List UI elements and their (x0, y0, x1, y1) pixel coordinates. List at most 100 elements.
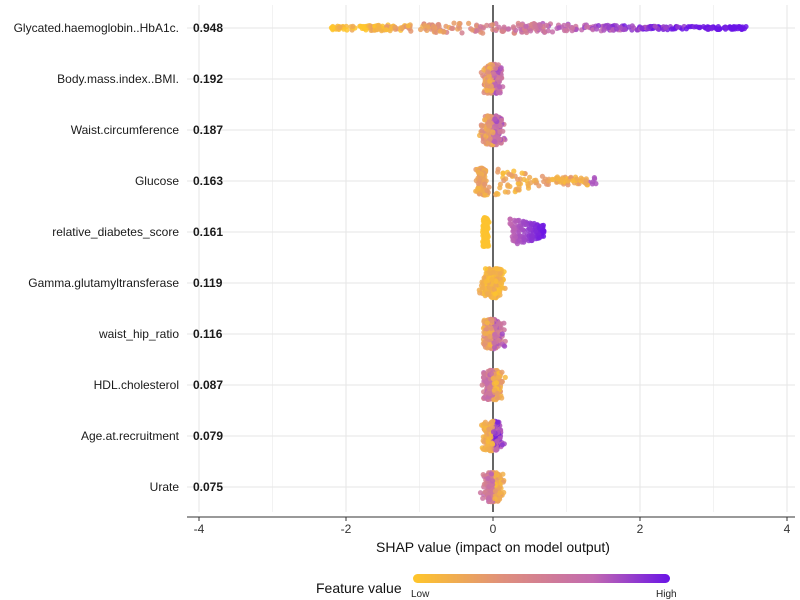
x-tick-label: 4 (784, 522, 791, 536)
shap-point (697, 24, 703, 30)
shap-point (539, 173, 546, 179)
shap-point (495, 419, 501, 425)
legend-gradient-bar (413, 574, 670, 583)
shap-point (516, 184, 522, 190)
feature-importance-label: 0.075 (193, 480, 223, 494)
shap-point (499, 442, 505, 448)
x-axis: -4 -2 0 2 4 (187, 516, 795, 536)
shap-point (491, 340, 497, 346)
feature-name-label: Waist.circumference (71, 123, 180, 137)
shap-point (527, 226, 533, 232)
shap-point (493, 65, 499, 71)
shap-point (485, 446, 491, 452)
feature-importance-label: 0.187 (193, 123, 223, 137)
legend-low-label: Low (411, 589, 430, 600)
shap-point (437, 28, 443, 34)
shap-point (481, 67, 487, 73)
shap-point (392, 24, 398, 30)
shap-point (482, 192, 488, 198)
feature-name-label: relative_diabetes_score (52, 225, 179, 239)
shap-point (497, 185, 503, 191)
shap-point (498, 65, 504, 71)
x-tick-label: -2 (341, 522, 352, 536)
shap-point (494, 190, 500, 196)
shap-point (487, 391, 493, 397)
shap-point (490, 375, 496, 381)
shap-point (621, 26, 628, 32)
legend-title: Feature value (316, 580, 402, 596)
shap-point (502, 374, 508, 380)
feature-importance-label: 0.116 (193, 327, 223, 341)
feature-row-points (473, 165, 599, 198)
shap-point (480, 216, 486, 222)
shap-point (483, 233, 489, 239)
shap-point (492, 331, 498, 337)
shap-point (499, 369, 505, 375)
shap-point (589, 181, 596, 187)
shap-point (501, 489, 507, 496)
shap-point (484, 380, 490, 386)
shap-point (510, 225, 517, 231)
shap-point (484, 226, 490, 232)
feature-row-points (479, 418, 507, 454)
shap-point (485, 475, 491, 481)
shap-point (484, 22, 490, 28)
shap-point (629, 23, 635, 29)
shap-point (485, 439, 491, 445)
shap-point (559, 176, 566, 182)
shap-point (617, 24, 624, 30)
shap-point (363, 27, 369, 33)
shap-point (511, 168, 517, 174)
feature-importance-label: 0.087 (193, 378, 223, 392)
shap-point (329, 24, 335, 30)
shap-point (482, 330, 488, 337)
shap-point (506, 26, 512, 32)
shap-point (495, 89, 501, 96)
shap-point (484, 188, 490, 194)
shap-point (492, 496, 498, 502)
shap-point (601, 27, 607, 33)
shap-point (565, 178, 571, 184)
feature-importance-label: 0.192 (193, 72, 223, 86)
shap-point (500, 28, 506, 34)
shap-point (521, 221, 527, 227)
shap-point (493, 122, 499, 128)
shap-point (540, 233, 547, 239)
shap-point (475, 180, 481, 186)
shap-point (477, 490, 484, 496)
shap-point (498, 117, 505, 123)
feature-name-label: Urate (150, 480, 180, 494)
shap-point (484, 291, 490, 297)
shap-point (474, 23, 480, 29)
shap-point (493, 380, 499, 386)
shap-point (709, 24, 715, 30)
feature-importance-label: 0.079 (193, 429, 223, 443)
shap-point (422, 22, 428, 29)
shap-point (449, 25, 455, 31)
shap-point (408, 28, 414, 34)
shap-point (606, 25, 612, 31)
shap-point (490, 429, 497, 435)
shap-point (490, 478, 496, 484)
shap-point (497, 271, 503, 277)
shap-point (517, 233, 523, 239)
feature-name-label: Glycated.haemoglobin..HbA1c. (14, 21, 179, 35)
shap-point (466, 20, 472, 26)
shap-point (491, 387, 497, 393)
shap-point (521, 176, 527, 183)
shap-point (492, 116, 498, 122)
shap-point (498, 325, 504, 331)
shap-point (484, 320, 490, 326)
shap-point (484, 238, 490, 245)
shap-point (489, 317, 495, 323)
shap-point (494, 438, 500, 444)
shap-point (693, 24, 699, 30)
shap-point (507, 220, 513, 227)
shap-point (487, 136, 493, 142)
shap-point (519, 22, 525, 28)
shap-point (488, 471, 495, 477)
shap-point (564, 28, 570, 34)
shap-point (543, 22, 550, 28)
shap-point (480, 446, 486, 452)
